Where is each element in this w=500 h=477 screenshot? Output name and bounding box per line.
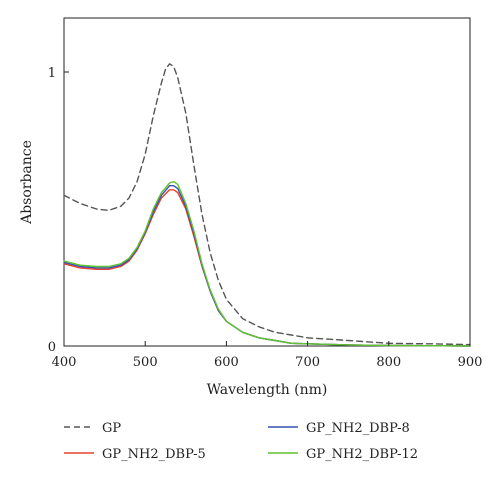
y-tick-label: 0 [48,340,56,355]
x-axis-title: Wavelength (nm) [207,382,328,398]
series-layer [63,63,471,347]
legend: GP GP_NH2_DBP-5 GP_NH2_DBP-8 GP_NH2_DBP-12 [64,421,418,462]
plot-frame [63,17,471,347]
legend-label: GP [102,421,121,436]
x-tick-label: 500 [133,355,158,370]
x-tick-label: 900 [458,355,483,370]
tick-layer: 400 500 600 700 800 900 0 1 [48,66,483,370]
series-line-2 [63,185,471,347]
plot-area [63,17,471,347]
series-line-1 [63,189,471,347]
series-line-3 [63,180,471,347]
x-tick-label: 700 [295,355,320,370]
legend-label: GP_NH2_DBP-8 [306,421,410,436]
y-tick-label: 1 [48,66,56,81]
series-line-0 [63,63,471,346]
legend-label: GP_NH2_DBP-5 [102,447,206,462]
x-tick-label: 600 [214,355,239,370]
x-tick-label: 800 [376,355,401,370]
legend-label: GP_NH2_DBP-12 [306,447,418,462]
y-axis-title: Absorbance [19,140,35,225]
x-tick-label: 400 [52,355,77,370]
